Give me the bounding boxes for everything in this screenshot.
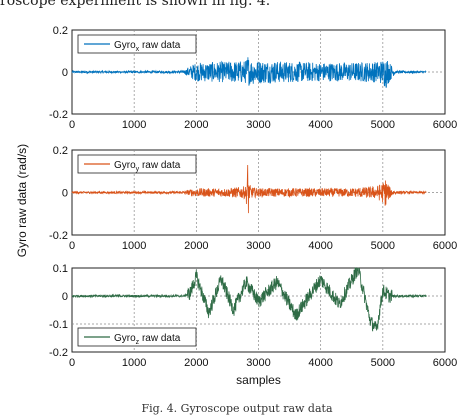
- x-tick-label: 5000: [371, 119, 395, 131]
- panel-gyro-z: 0 1000 2000 3000 4000 5000 6000 -0.2 -0.1 0 0.1 Gyr…: [49, 263, 457, 387]
- x-tick-label: 5000: [371, 240, 395, 252]
- x-tick-label: 4000: [308, 357, 332, 369]
- x-tick-label: 4000: [308, 240, 332, 252]
- legend-box: [77, 327, 197, 347]
- legend-box: [77, 154, 197, 174]
- x-tick-label: 2000: [184, 240, 208, 252]
- x-tick-label: 0: [69, 119, 75, 131]
- x-tick-label: 1000: [122, 357, 146, 369]
- legend-box: [77, 34, 197, 54]
- y-tick-label: 0.2: [53, 145, 68, 157]
- x-tick-label: 6000: [433, 240, 457, 252]
- y-tick-label: -0.2: [49, 109, 68, 121]
- x-axis-label: samples: [236, 373, 281, 387]
- y-tick-label: 0: [62, 291, 68, 303]
- x-tick-label: 6000: [433, 119, 457, 131]
- legend-label: Gyroz raw data: [114, 333, 181, 346]
- top-text: roscope experiment is shown in fig. 4.: [0, 0, 271, 9]
- figure-caption: Fig. 4. Gyroscope output raw data: [141, 402, 333, 415]
- x-tick-label: 2000: [184, 119, 208, 131]
- series-line-gyro-z: [71, 267, 427, 332]
- x-tick-label: 4000: [308, 119, 332, 131]
- y-tick-label: 0: [62, 67, 68, 79]
- x-tick-label: 0: [69, 357, 75, 369]
- x-tick-label: 6000: [433, 357, 457, 369]
- x-tick-label: 0: [69, 240, 75, 252]
- x-tick-label: 3000: [246, 357, 270, 369]
- y-tick-label: -0.2: [49, 230, 68, 242]
- y-tick-label: 0.2: [53, 25, 68, 37]
- series-line-gyro-x: [71, 57, 427, 88]
- y-tick-label: 0: [62, 188, 68, 200]
- x-tick-label: 5000: [371, 357, 395, 369]
- series-line-gyro-y: [71, 164, 427, 214]
- legend-label: Gyrox raw data: [114, 40, 181, 53]
- x-tick-label: 3000: [246, 240, 270, 252]
- x-tick-label: 2000: [184, 357, 208, 369]
- x-tick-label: 3000: [246, 119, 270, 131]
- y-tick-label: 0.1: [53, 263, 68, 275]
- legend-label: Gyroy raw data: [114, 160, 181, 173]
- x-tick-label: 1000: [122, 240, 146, 252]
- x-tick-label: 1000: [122, 119, 146, 131]
- y-tick-label: -0.2: [49, 347, 68, 359]
- y-axis-label: Gyro raw data (rad/s): [15, 144, 29, 257]
- y-tick-label: -0.1: [49, 319, 68, 331]
